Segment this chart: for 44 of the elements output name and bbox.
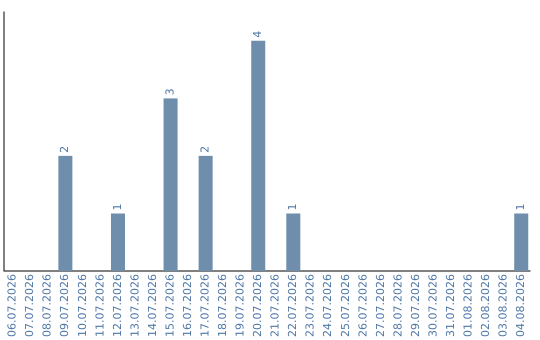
x-tick-label: 07.07.2026 [23,274,36,338]
x-tick-label: 12.07.2026 [110,274,124,338]
x-tick-label: 24.07.2026 [321,274,334,338]
bar [198,156,213,272]
x-tick-label: 31.07.2026 [444,274,457,338]
bar [164,98,178,272]
x-tick-label: 26.07.2026 [356,274,370,338]
data-label: 1 [286,203,300,210]
x-tick-label: 17.07.2026 [198,274,212,338]
x-tick-label: 18.07.2026 [216,274,230,338]
x-tick-label: 09.07.2026 [58,274,72,338]
x-tick-label: 20.07.2026 [251,274,264,338]
data-label: 2 [58,146,72,153]
data-label: 2 [198,146,212,153]
x-tick-label: 27.07.2026 [374,274,387,338]
x-tick-label: 22.07.2026 [286,274,300,338]
x-tick-label: 01.08.2026 [461,274,474,338]
x-tick-label: 06.07.2026 [6,274,19,338]
x-tick-label: 23.07.2026 [304,274,317,338]
bar [286,213,300,272]
x-tick-label: 25.07.2026 [338,274,352,338]
data-label: 3 [163,88,176,96]
bar [251,40,266,272]
x-tick-label: 10.07.2026 [76,274,89,338]
bar [58,156,72,272]
x-tick-label: 16.07.2026 [180,274,194,338]
x-tick-label: 15.07.2026 [163,274,176,338]
x-tick-label: 28.07.2026 [391,274,404,338]
x-tick-label: 11.07.2026 [93,274,106,338]
x-tick-label: 14.07.2026 [146,274,159,338]
x-tick-label: 04.08.2026 [514,274,528,338]
x-tick-label: 29.07.2026 [408,274,422,338]
data-label: 1 [110,203,124,210]
x-tick-label: 19.07.2026 [234,274,247,338]
x-tick-label: 03.08.2026 [496,274,510,338]
bar [110,213,125,272]
x-tick-label: 21.07.2026 [268,274,282,338]
data-label: 1 [514,203,528,210]
bar [514,213,528,272]
data-label: 4 [251,30,264,38]
x-tick-label: 02.08.2026 [479,274,492,338]
x-tick-label: 13.07.2026 [128,274,142,338]
x-tick-label: 30.07.2026 [426,274,440,338]
x-tick-label: 08.07.2026 [40,274,54,338]
